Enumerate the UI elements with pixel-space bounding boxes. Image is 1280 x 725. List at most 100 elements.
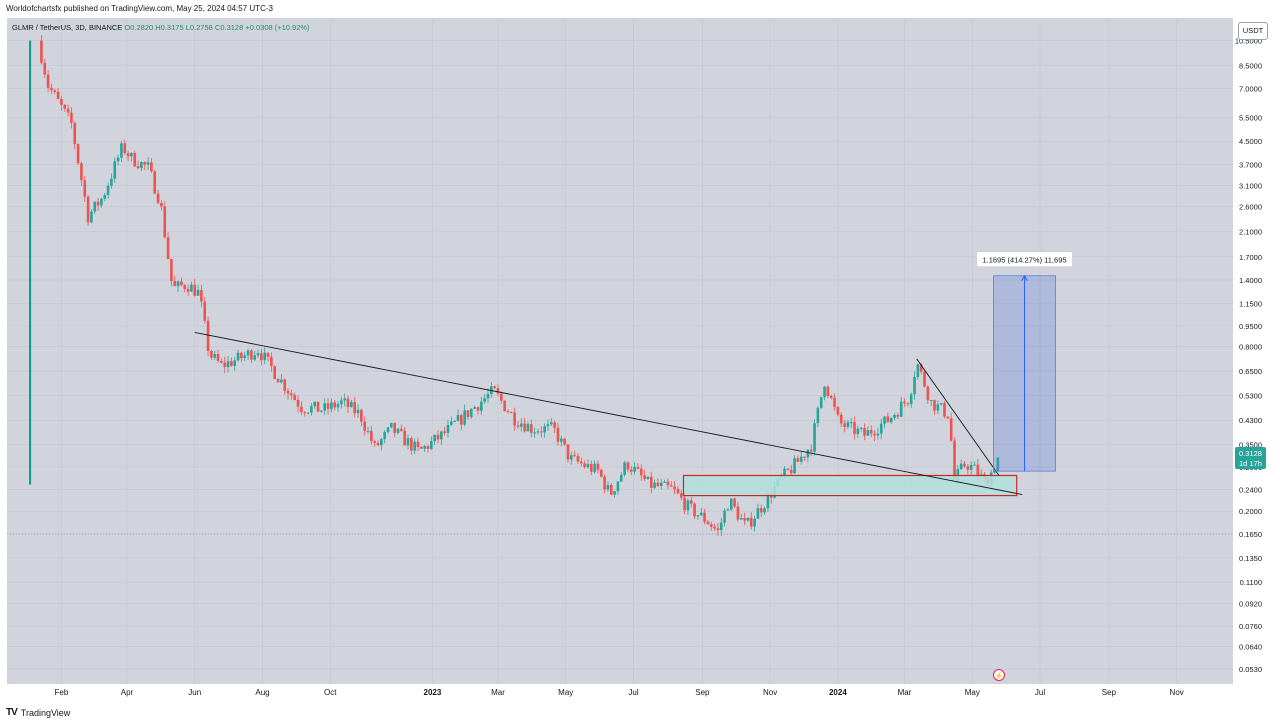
candle-body <box>510 412 513 414</box>
candle-body <box>649 476 653 488</box>
candle-body <box>280 379 283 383</box>
measure-label-box <box>976 251 1073 268</box>
candle-body <box>96 201 100 206</box>
candle-body <box>173 280 177 287</box>
candle-body <box>703 512 706 522</box>
candle-body <box>486 394 490 399</box>
candle-body <box>733 498 736 507</box>
price-tick-label: 3.1000 <box>1239 181 1262 190</box>
time-tick-label: 2024 <box>829 688 847 697</box>
measure-label: 1.1695 (414.27%) 11,695 <box>982 255 1066 264</box>
candle-body <box>573 455 576 457</box>
candle-body <box>756 508 760 519</box>
candle-body <box>826 386 830 396</box>
candle-body <box>323 403 326 411</box>
price-tick-label: 2.1000 <box>1239 228 1262 237</box>
price-tick-label: 8.5000 <box>1239 62 1262 71</box>
candle-body <box>856 428 860 435</box>
candle-body <box>689 500 693 504</box>
candle-body <box>46 74 50 88</box>
candle-body <box>253 355 257 360</box>
candle-body <box>113 161 117 179</box>
candle-body <box>966 466 970 470</box>
price-tick-label: 0.0760 <box>1239 622 1262 631</box>
candle-body <box>70 112 73 123</box>
candle-body <box>90 211 93 223</box>
candle-body <box>263 352 267 361</box>
candle-body <box>586 463 590 468</box>
candle-body <box>343 398 346 401</box>
candle-body <box>753 518 756 527</box>
price-tick-label: 0.5300 <box>1239 391 1262 400</box>
candle-body <box>446 424 450 433</box>
candle-body <box>626 462 630 470</box>
candle-body <box>236 352 240 361</box>
candle-body <box>450 421 453 425</box>
candle-body <box>393 422 396 433</box>
candle-body <box>866 430 870 436</box>
candle-body <box>353 401 356 414</box>
candle-body <box>203 301 207 321</box>
price-tick-label: 2.6000 <box>1239 202 1262 211</box>
candle-body <box>163 206 167 238</box>
candle-body <box>833 397 836 407</box>
candle-body <box>913 376 916 395</box>
candle-body <box>223 362 227 368</box>
candle-body <box>679 493 683 498</box>
candle-body <box>953 440 956 480</box>
candle-body <box>743 517 746 521</box>
candle-body <box>266 352 270 357</box>
candle-body <box>799 456 803 462</box>
candle-body <box>976 464 980 476</box>
candle-body <box>83 180 87 197</box>
candle-body <box>283 379 287 391</box>
candle-body <box>140 162 143 169</box>
candle-body <box>503 400 506 412</box>
candle-body <box>933 400 936 411</box>
current-price-value: 0.3128 <box>1239 449 1262 458</box>
candle-body <box>43 62 47 75</box>
candle-body <box>346 398 350 408</box>
time-tick-label: Nov <box>763 688 777 697</box>
axis-background <box>1233 18 1280 684</box>
price-axis[interactable]: 10.5000 8.5000 7.0000 5.5000 4.5000 3.7000 3.1… <box>1235 37 1262 674</box>
candle-body <box>200 289 203 302</box>
candle-body <box>383 432 386 440</box>
candle-body <box>116 157 120 162</box>
candle-body <box>969 465 973 470</box>
candle-body <box>63 104 67 109</box>
time-axis[interactable]: Feb Apr Jun Aug Oct 2023 Mar May Jul Sep Nov 2024 Ma… <box>55 688 1184 697</box>
candle-body <box>739 517 743 520</box>
short-trendline <box>916 358 1000 476</box>
price-tick-label: 0.9500 <box>1239 322 1262 331</box>
time-tick-label: Apr <box>121 688 134 697</box>
candle-body <box>633 466 636 472</box>
candle-body <box>899 401 903 417</box>
currency-button[interactable]: USDT <box>1238 22 1268 40</box>
candle-body <box>599 469 603 477</box>
candle-body <box>749 517 753 527</box>
candle-body <box>150 162 153 172</box>
candle-body <box>923 371 926 387</box>
candle-body <box>483 398 486 402</box>
candle-body <box>160 203 163 207</box>
candle-body <box>759 508 763 513</box>
candle-body <box>916 364 920 377</box>
candle-body <box>336 404 340 408</box>
price-tick-label: 5.5000 <box>1239 113 1262 122</box>
time-tick-label: Sep <box>1102 688 1117 697</box>
candle-body <box>423 446 426 449</box>
candle-body <box>180 281 183 286</box>
candle-body <box>476 407 480 411</box>
candle-body <box>929 400 933 402</box>
symbol-name: GLMR / TetherUS, 3D, BINANCE <box>12 23 123 32</box>
candle-body <box>823 386 826 398</box>
candle-body <box>589 463 593 472</box>
price-tick-label: 0.0530 <box>1239 665 1262 674</box>
candle-body <box>869 430 873 434</box>
candle-body <box>639 468 643 476</box>
candle-body <box>420 446 423 449</box>
price-tick-label: 0.0920 <box>1239 599 1262 608</box>
candle-body <box>859 427 863 429</box>
